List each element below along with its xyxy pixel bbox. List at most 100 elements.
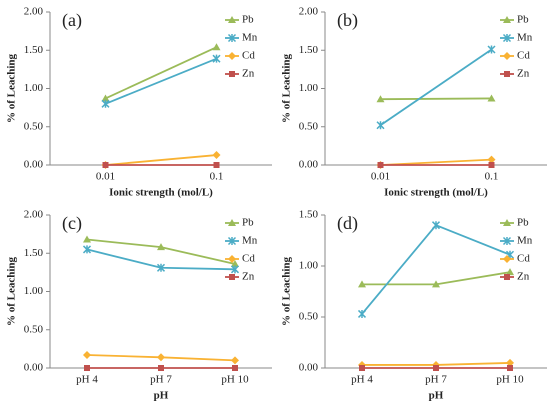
legend-label: Pb: [517, 217, 529, 229]
legend-marker: [229, 71, 235, 77]
y-tick-label: 1.00: [299, 82, 319, 94]
y-tick-label: 0.50: [24, 120, 44, 132]
y-tick-label: 0.00: [299, 362, 319, 374]
series-line: [380, 97, 492, 101]
legend-label: Mn: [517, 32, 533, 44]
series-line: [105, 46, 217, 100]
data-point: [377, 162, 384, 168]
y-tick-label: 0.50: [299, 120, 319, 132]
legend-marker: [503, 255, 511, 263]
x-tick-label: 0.01: [371, 171, 390, 183]
x-tick-label: pH 10: [496, 374, 524, 386]
y-tick-label: 1.00: [24, 82, 44, 94]
data-point: [101, 99, 110, 108]
x-tick-label: 0.01: [96, 171, 115, 183]
legend-label: Zn: [517, 271, 530, 283]
y-tick-label: 1.50: [299, 209, 319, 221]
panel-label: (b): [337, 10, 358, 31]
y-tick-label: 1.50: [299, 44, 319, 56]
legend-label: Pb: [242, 217, 254, 229]
legend-marker: [502, 33, 512, 43]
data-point: [506, 268, 514, 276]
legend-label: Mn: [242, 235, 258, 247]
legend-label: Zn: [242, 68, 255, 80]
x-tick-label: pH 4: [76, 374, 98, 386]
legend-label: Zn: [242, 271, 255, 283]
data-point: [431, 221, 441, 230]
y-tick-label: 1.50: [24, 247, 44, 259]
y-tick-label: 2.00: [299, 6, 319, 18]
data-point: [231, 356, 239, 365]
series-line: [105, 154, 217, 166]
y-axis-title: % of Leaching: [6, 53, 18, 123]
data-point: [507, 365, 513, 371]
x-tick-label: pH 10: [221, 374, 249, 386]
data-point: [432, 280, 440, 288]
data-point: [101, 94, 110, 102]
x-tick-label: pH 7: [150, 374, 172, 386]
series-line: [379, 48, 493, 126]
data-point: [158, 365, 164, 371]
panel-label: (c): [62, 213, 82, 234]
legend-label: Pb: [242, 14, 254, 26]
legend-label: Cd: [242, 253, 255, 265]
data-point: [487, 45, 496, 54]
data-point: [488, 162, 495, 168]
y-tick-label: 2.00: [24, 209, 44, 221]
data-point: [231, 259, 239, 267]
legend-marker: [227, 236, 237, 246]
legend-marker: [502, 236, 512, 246]
y-tick-label: 1.00: [24, 285, 44, 297]
data-point: [357, 309, 367, 318]
y-axis-title: % of Leaching: [6, 256, 18, 326]
data-point: [212, 54, 221, 63]
legend-marker: [229, 274, 235, 280]
data-point: [83, 235, 91, 243]
y-tick-label: 2.00: [24, 6, 44, 18]
data-point: [376, 121, 385, 130]
legend-marker: [228, 16, 236, 23]
data-point: [83, 350, 91, 359]
legend-label: Cd: [517, 50, 530, 62]
data-point: [230, 265, 240, 274]
data-point: [487, 94, 496, 102]
y-tick-label: 0.00: [24, 362, 44, 374]
y-tick-label: 0.50: [24, 323, 44, 335]
legend-marker: [503, 16, 511, 23]
legend-label: Mn: [517, 235, 533, 247]
legend-label: Cd: [242, 50, 255, 62]
x-axis-title: Ionic strength (mol/L): [109, 187, 213, 199]
y-axis-title: % of Leaching: [281, 53, 293, 123]
panel-label: (d): [337, 213, 358, 234]
data-point: [213, 162, 220, 168]
x-tick-label: pH 4: [351, 374, 373, 386]
data-point: [156, 263, 166, 272]
legend-marker: [228, 52, 236, 60]
panel-label: (a): [62, 10, 82, 31]
data-point: [84, 365, 90, 371]
legend-marker: [503, 219, 511, 226]
legend-marker: [228, 255, 236, 263]
x-axis-title: pH: [154, 390, 169, 402]
legend-label: Mn: [242, 32, 258, 44]
legend-marker: [228, 219, 236, 226]
y-axis-title: % of Leaching: [281, 256, 293, 326]
y-tick-label: 0.00: [24, 159, 44, 171]
y-tick-label: 1.50: [24, 44, 44, 56]
data-point: [157, 353, 165, 362]
data-point: [376, 95, 385, 103]
data-point: [487, 155, 496, 164]
data-point: [358, 280, 366, 288]
data-point: [157, 243, 165, 251]
data-point: [359, 365, 365, 371]
data-point: [212, 151, 221, 160]
data-point: [232, 365, 238, 371]
data-point: [212, 43, 221, 51]
legend-label: Pb: [517, 14, 529, 26]
data-point: [433, 365, 439, 371]
legend-label: Zn: [517, 68, 530, 80]
legend-label: Cd: [517, 253, 530, 265]
x-tick-label: pH 7: [425, 374, 447, 386]
series-line: [361, 224, 511, 315]
